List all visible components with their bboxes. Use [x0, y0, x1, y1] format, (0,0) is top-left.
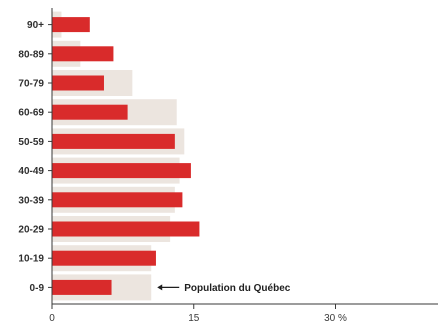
y-tick-label: 0-9 — [30, 283, 45, 294]
y-tick-label: 30-39 — [18, 195, 44, 206]
y-tick-label: 20-29 — [18, 225, 44, 236]
bar-10-19 — [52, 250, 156, 266]
annotation-arrow-icon — [157, 284, 163, 291]
bar-50-59 — [52, 133, 175, 149]
bar-30-39 — [52, 192, 183, 208]
bar-80-89 — [52, 46, 114, 62]
x-tick-label: 0 — [49, 313, 55, 324]
foreground-bars — [52, 17, 200, 295]
bar-60-69 — [52, 104, 128, 120]
annotation: Population du Québec — [157, 283, 291, 294]
y-tick-label: 70-79 — [18, 79, 44, 90]
x-axis-ticks: 0 15 30 % — [49, 304, 347, 324]
y-tick-label: 10-19 — [18, 254, 44, 265]
y-tick-label: 50-59 — [18, 137, 44, 148]
x-tick-label: 15 — [188, 313, 200, 324]
y-axis-ticks: 90+ 80-89 70-79 60-69 50-59 40-49 30-39 20-29 10… — [18, 20, 52, 294]
y-tick-label: 80-89 — [18, 49, 44, 60]
bar-40-49 — [52, 163, 191, 179]
y-tick-label: 60-69 — [18, 108, 44, 119]
bar-20-29 — [52, 221, 200, 237]
annotation-label: Population du Québec — [184, 283, 291, 294]
y-tick-label: 40-49 — [18, 166, 44, 177]
bar-0-9 — [52, 279, 112, 295]
bar-90+ — [52, 17, 90, 33]
y-tick-label: 90+ — [27, 20, 44, 31]
bar-70-79 — [52, 75, 104, 91]
x-tick-label: 30 % — [324, 313, 347, 324]
